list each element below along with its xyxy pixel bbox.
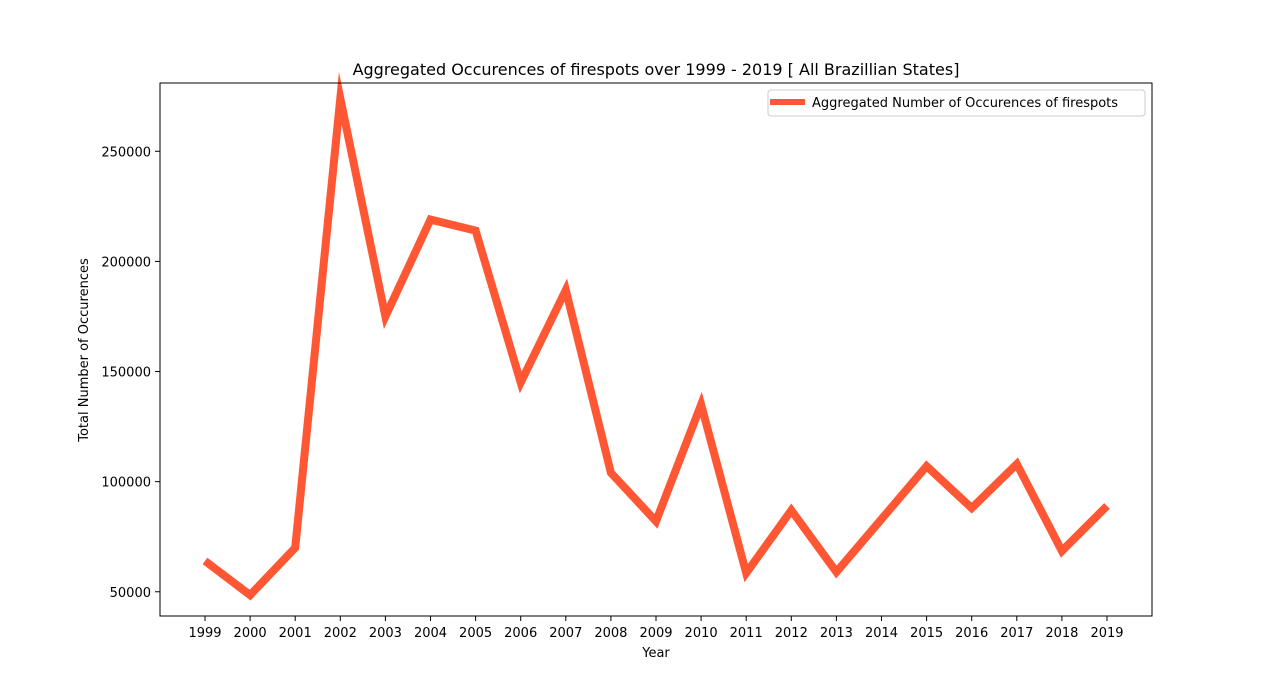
x-tick-label: 2001 (279, 626, 312, 641)
x-tick-label: 2008 (594, 626, 627, 641)
x-tick-label: 2009 (639, 626, 672, 641)
x-tick-label: 2017 (1000, 626, 1033, 641)
x-tick-label: 2004 (414, 626, 447, 641)
x-tick-label: 2002 (324, 626, 357, 641)
x-tick-label: 2018 (1045, 626, 1078, 641)
x-axis: 1999 2000 2001 2002 2003 2004 2005 2006 2007 2008… (188, 616, 1123, 641)
legend-entry-label: Aggregated Number of Occurences of fires… (812, 96, 1118, 111)
x-tick-label: 2005 (459, 626, 492, 641)
x-tick-label: 2011 (730, 626, 763, 641)
x-tick-label: 2015 (910, 626, 943, 641)
x-tick-label: 2000 (234, 626, 267, 641)
x-tick-label: 2003 (369, 626, 402, 641)
chart-title: Aggregated Occurences of firespots over … (353, 60, 960, 79)
x-tick-label: 2012 (775, 626, 808, 641)
x-tick-label: 2007 (549, 626, 582, 641)
x-tick-label: 2014 (865, 626, 898, 641)
y-tick-label: 250000 (101, 145, 151, 160)
x-tick-label: 1999 (188, 626, 221, 641)
y-tick-label: 100000 (101, 476, 151, 491)
y-tick-label: 150000 (101, 366, 151, 381)
y-tick-label: 50000 (110, 586, 151, 601)
series-layer (205, 98, 1107, 595)
x-tick-label: 2019 (1090, 626, 1123, 641)
series-line (205, 98, 1107, 595)
x-tick-label: 2016 (955, 626, 988, 641)
y-tick-label: 200000 (101, 255, 151, 270)
legend: Aggregated Number of Occurences of fires… (768, 90, 1145, 116)
x-tick-label: 2006 (504, 626, 537, 641)
plot-frame (160, 83, 1152, 616)
x-tick-label: 2010 (685, 626, 718, 641)
y-axis: 50000 100000 150000 200000 250000 (101, 145, 160, 600)
y-axis-label: Total Number of Occurences (77, 258, 92, 443)
x-tick-label: 2013 (820, 626, 853, 641)
x-axis-label: Year (641, 646, 670, 661)
